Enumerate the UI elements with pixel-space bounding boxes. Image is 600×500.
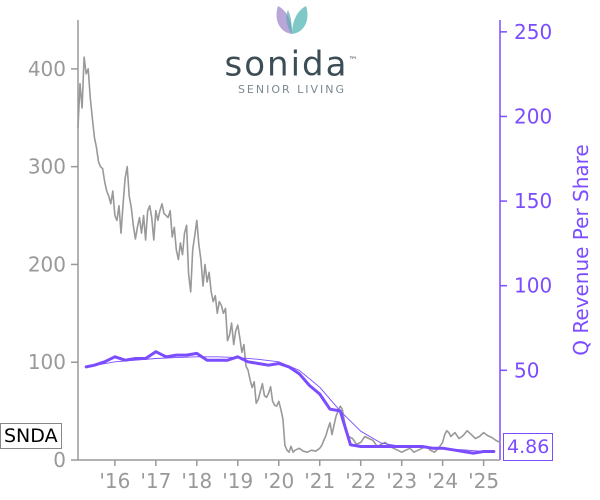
x-axis-tick-label: '18 — [181, 469, 212, 493]
price-series-line — [77, 56, 501, 454]
revenue-trend-line — [85, 356, 485, 452]
last-value-badge: 4.86 — [503, 433, 554, 461]
left-axis-tick-label: 300 — [28, 155, 66, 179]
chart-labels: 0 100 200 300 400 50 100 150 200 250 Q Revenue Per… — [28, 20, 593, 493]
chart-series — [77, 56, 501, 455]
logo-trademark: ™ — [348, 56, 360, 66]
left-axis-tick-label: 200 — [28, 252, 66, 276]
revenue-series-line — [84, 350, 496, 455]
x-axis-tick-label: '20 — [263, 469, 294, 493]
x-axis-tick-label: '25 — [468, 469, 499, 493]
right-axis-tick-label: 150 — [514, 189, 552, 213]
logo-wordmark: sonida™ — [222, 42, 362, 83]
left-axis-tick-label: 400 — [28, 57, 66, 81]
logo-wordmark-text: sonida — [224, 44, 349, 85]
ticker-label: SNDA — [0, 423, 62, 449]
chart-axes — [71, 20, 507, 466]
x-axis-tick-label: '19 — [222, 469, 253, 493]
right-axis-tick-label: 200 — [514, 104, 552, 128]
right-axis-title: Q Revenue Per Share — [569, 144, 593, 356]
right-axis-tick-label: 100 — [514, 274, 552, 298]
right-axis-tick-label: 50 — [514, 358, 539, 382]
x-axis-tick-label: '16 — [99, 469, 130, 493]
left-axis-tick-label: 0 — [53, 448, 66, 472]
x-axis-tick-label: '23 — [386, 469, 417, 493]
company-logo: sonida™ SENIOR LIVING — [222, 4, 362, 96]
x-axis-tick-label: '24 — [427, 469, 458, 493]
x-axis-tick-label: '17 — [140, 469, 171, 493]
x-axis-tick-label: '21 — [304, 469, 335, 493]
x-axis-tick-label: '22 — [345, 469, 376, 493]
butterfly-logo-icon — [276, 6, 308, 34]
left-axis-tick-label: 100 — [28, 350, 66, 374]
right-axis-tick-label: 250 — [514, 20, 552, 44]
logo-tagline: SENIOR LIVING — [237, 83, 347, 97]
